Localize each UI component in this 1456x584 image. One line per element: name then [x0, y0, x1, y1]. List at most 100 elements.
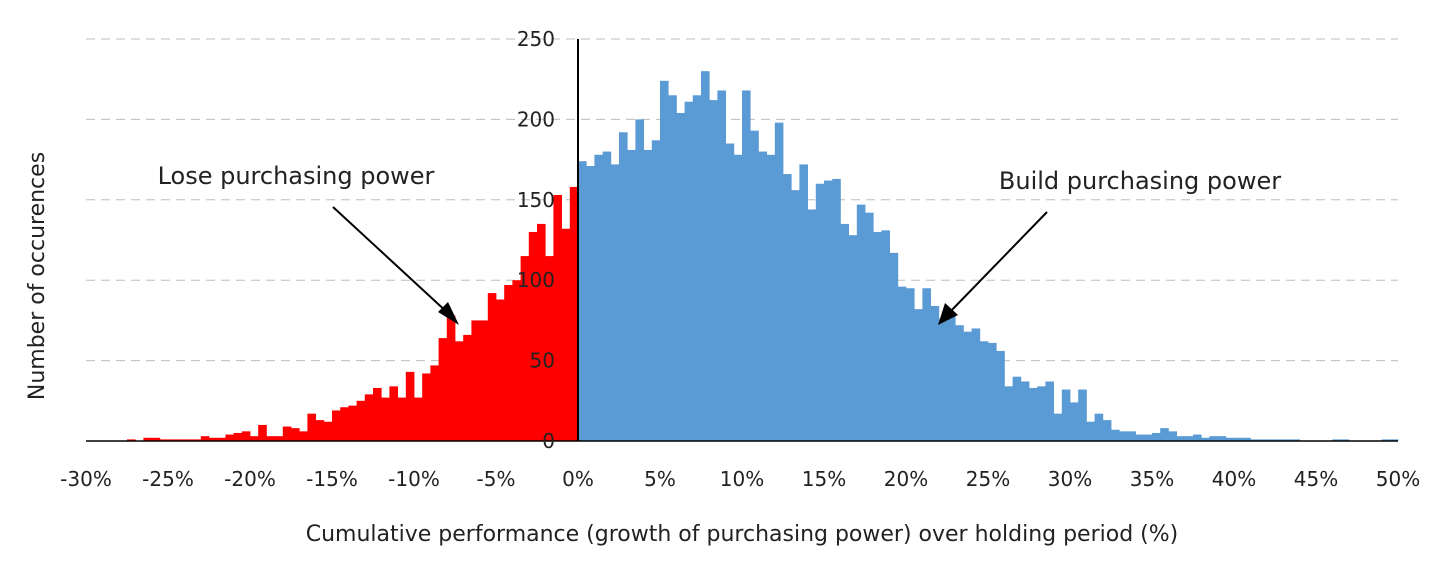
- histogram-bar: [1102, 420, 1112, 441]
- histogram-bar: [1242, 437, 1251, 441]
- annotation-build-arrow: [938, 211, 1048, 325]
- histogram-bar: [455, 341, 464, 441]
- x-tick-label: 50%: [1376, 467, 1420, 491]
- x-tick-label: 20%: [884, 467, 928, 491]
- histogram-bar: [873, 231, 882, 441]
- histogram-bar: [824, 180, 833, 441]
- histogram-bar: [660, 80, 669, 441]
- histogram-bar: [512, 280, 521, 441]
- histogram-bar: [479, 320, 489, 441]
- histogram-bar: [184, 439, 193, 441]
- x-tick-labels: -30% -25% -20% -15% -10% -5% 0% 5% 10% 15% 20% 25% 3…: [60, 467, 1420, 491]
- histogram-bar: [1225, 437, 1235, 441]
- histogram-bar: [1184, 436, 1194, 441]
- axes: [86, 39, 1398, 442]
- histogram-bar: [988, 342, 997, 441]
- histogram-bar: [323, 421, 333, 441]
- histogram-bar: [176, 439, 185, 441]
- histogram-bar: [200, 436, 210, 441]
- histogram-bar: [1176, 436, 1186, 441]
- x-tick-label: -30%: [60, 467, 112, 491]
- x-tick-label: 5%: [644, 467, 676, 491]
- histogram-bar: [520, 256, 530, 441]
- histogram-bar: [504, 285, 513, 441]
- histogram-bar: [291, 428, 300, 441]
- histogram-bar: [1004, 386, 1013, 441]
- x-tick-label: -10%: [388, 467, 440, 491]
- histogram-bar: [225, 434, 234, 441]
- x-tick-label: 35%: [1130, 467, 1174, 491]
- histogram-bar: [1160, 428, 1169, 441]
- histogram-bar: [569, 186, 579, 441]
- histogram-bar: [971, 328, 981, 441]
- histogram-bar: [143, 437, 152, 441]
- histogram-bar: [774, 122, 784, 442]
- histogram-bar: [1045, 381, 1054, 441]
- y-axis-title: Number of occurences: [25, 152, 50, 400]
- histogram-bar: [1127, 431, 1136, 441]
- histogram-bar: [1275, 439, 1284, 441]
- histogram-bar: [1291, 439, 1300, 441]
- histogram-bar: [414, 397, 423, 441]
- histogram-bar: [602, 151, 612, 441]
- histogram-bar: [1078, 389, 1087, 441]
- histogram-bar: [627, 149, 636, 441]
- histogram-bar: [791, 190, 800, 441]
- histogram-bar: [865, 212, 874, 441]
- histogram-bar: [348, 405, 357, 441]
- annotation-lose-label: Lose purchasing power: [158, 162, 435, 190]
- histogram-bar: [209, 437, 218, 441]
- histogram-bar: [725, 143, 735, 441]
- histogram-bar: [1193, 434, 1202, 441]
- histogram-bar: [1053, 413, 1063, 441]
- x-tick-label: -25%: [142, 467, 194, 491]
- x-tick-label: -20%: [224, 467, 276, 491]
- x-axis-title: Cumulative performance (growth of purcha…: [306, 522, 1179, 547]
- histogram-bar: [151, 437, 161, 441]
- histogram-bar: [930, 305, 940, 441]
- histogram-bar: [1012, 376, 1022, 441]
- histogram-bar: [241, 431, 251, 441]
- y-tick-labels: 0 50 100 150 200 250: [517, 27, 555, 453]
- histogram-bar: [1340, 439, 1350, 441]
- histogram-bar: [430, 365, 439, 441]
- histogram-bar: [1217, 436, 1227, 441]
- histogram-bar: [1234, 437, 1243, 441]
- x-tick-label: 45%: [1294, 467, 1338, 491]
- histogram-bar: [1152, 432, 1161, 441]
- histogram-bar: [127, 439, 136, 441]
- histogram-bar: [1258, 439, 1268, 441]
- x-tick-label: 40%: [1212, 467, 1256, 491]
- histogram-bar: [381, 397, 390, 441]
- histogram-bar: [282, 426, 292, 441]
- histogram-bar: [856, 204, 866, 441]
- histogram-bar: [1135, 434, 1145, 441]
- y-tick-label: 100: [517, 268, 555, 292]
- histogram-bar: [758, 151, 767, 441]
- histogram-bar: [561, 228, 571, 441]
- histogram-bar: [299, 431, 308, 441]
- histogram-bar: [1143, 434, 1153, 441]
- histogram-bar: [635, 119, 644, 442]
- histogram-bar: [307, 413, 316, 441]
- histogram-bar: [356, 400, 366, 441]
- histogram-bar: [1061, 389, 1071, 441]
- histogram-bar: [258, 424, 267, 441]
- histogram-bar: [594, 154, 603, 441]
- histogram-bar: [619, 132, 628, 441]
- histogram-bar: [537, 223, 546, 441]
- histogram-bar: [610, 164, 620, 442]
- histogram-bar: [553, 194, 562, 441]
- histogram-bar: [487, 293, 497, 441]
- histogram-bar: [668, 95, 677, 441]
- histogram-bar: [897, 286, 907, 441]
- histogram-bar: [881, 230, 890, 441]
- histogram-bar: [684, 101, 694, 442]
- histogram-bar: [889, 252, 899, 441]
- histogram-bar: [914, 309, 923, 441]
- histogram-bar: [963, 331, 972, 441]
- gridlines: [86, 38, 1398, 362]
- histogram-bar: [906, 288, 915, 441]
- histogram-bar: [471, 320, 480, 441]
